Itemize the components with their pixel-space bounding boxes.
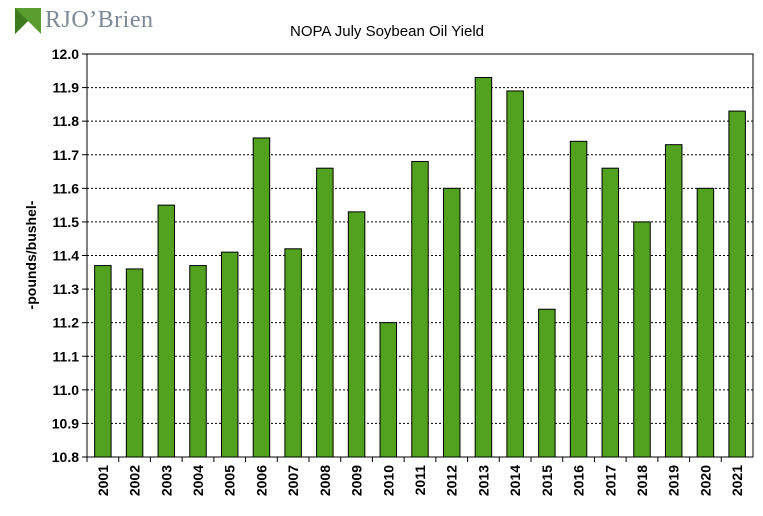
company-logo: RJO’Brien [15,6,165,38]
y-tick-label: 11.3 [53,281,80,297]
x-tick-label: 2021 [729,465,745,496]
x-tick-label: 2006 [253,465,269,496]
bars [94,77,746,458]
chart-title: NOPA July Soybean Oil Yield [290,23,484,40]
y-axis-label: -pounds/bushel- [23,200,39,309]
logo-text: RJO’Brien [45,7,154,33]
x-tick-label: 2013 [475,465,491,496]
y-tick-label: 11.0 [53,382,80,398]
bar-2020 [696,187,715,458]
x-tick-label: 2005 [222,465,238,496]
x-tick-label: 2010 [380,465,396,496]
x-tick-label: 2011 [412,465,428,496]
x-tick-label: 2004 [190,465,206,496]
x-tick-label: 2001 [95,465,111,496]
y-tick-label: 12.0 [52,46,79,62]
x-axis-ticks: 2001 2002 2003 2004 2005 2006 2007 2008 2009 2010… [86,457,745,496]
x-tick-label: 2008 [317,465,333,496]
bar-2009 [347,211,366,458]
y-tick-label: 11.5 [53,214,80,230]
x-tick-label: 2019 [666,465,682,496]
bar-2010 [379,322,398,458]
x-tick-label: 2016 [571,465,587,496]
y-tick-label: 11.9 [53,80,80,96]
y-tick-label: 11.4 [53,248,80,264]
x-tick-label: 2014 [507,465,523,496]
x-tick-label: 2009 [349,465,365,496]
bar-2017 [601,167,620,458]
bar-2002 [125,268,144,458]
y-tick-label: 11.7 [53,147,80,163]
y-axis-ticks: 10.8 10.9 11.0 11.1 11.2 11.3 11.4 11.5 11.6 11.7… [52,46,87,465]
bar-2011 [411,160,429,458]
logo-mark-icon [15,8,41,34]
y-tick-label: 10.8 [52,449,79,465]
bar-2008 [316,167,334,458]
bar-2018 [633,221,651,458]
x-tick-label: 2002 [127,465,143,496]
bar-2016 [569,140,588,458]
bar-2007 [284,248,302,458]
x-tick-label: 2018 [634,465,650,496]
bar-2019 [664,144,683,458]
x-tick-label: 2012 [444,465,460,496]
bar-2001 [94,265,112,458]
bar-2004 [189,265,207,458]
bar-2006 [252,137,271,458]
bar-2003 [157,204,176,458]
y-tick-label: 11.8 [53,113,80,129]
bar-2021 [728,110,746,458]
y-tick-label: 11.6 [53,180,80,196]
bar-2014 [506,90,524,458]
bar-2015 [538,308,556,458]
x-tick-label: 2007 [285,465,301,496]
y-tick-label: 11.1 [53,348,80,364]
x-tick-label: 2003 [158,465,174,496]
bar-2012 [442,187,461,458]
x-tick-label: 2020 [697,465,713,496]
x-tick-label: 2015 [539,465,555,496]
x-tick-label: 2017 [602,465,618,496]
y-tick-label: 11.2 [53,315,80,331]
bar-2005 [220,251,239,458]
y-tick-label: 10.9 [52,415,79,431]
bar-2013 [474,77,493,458]
